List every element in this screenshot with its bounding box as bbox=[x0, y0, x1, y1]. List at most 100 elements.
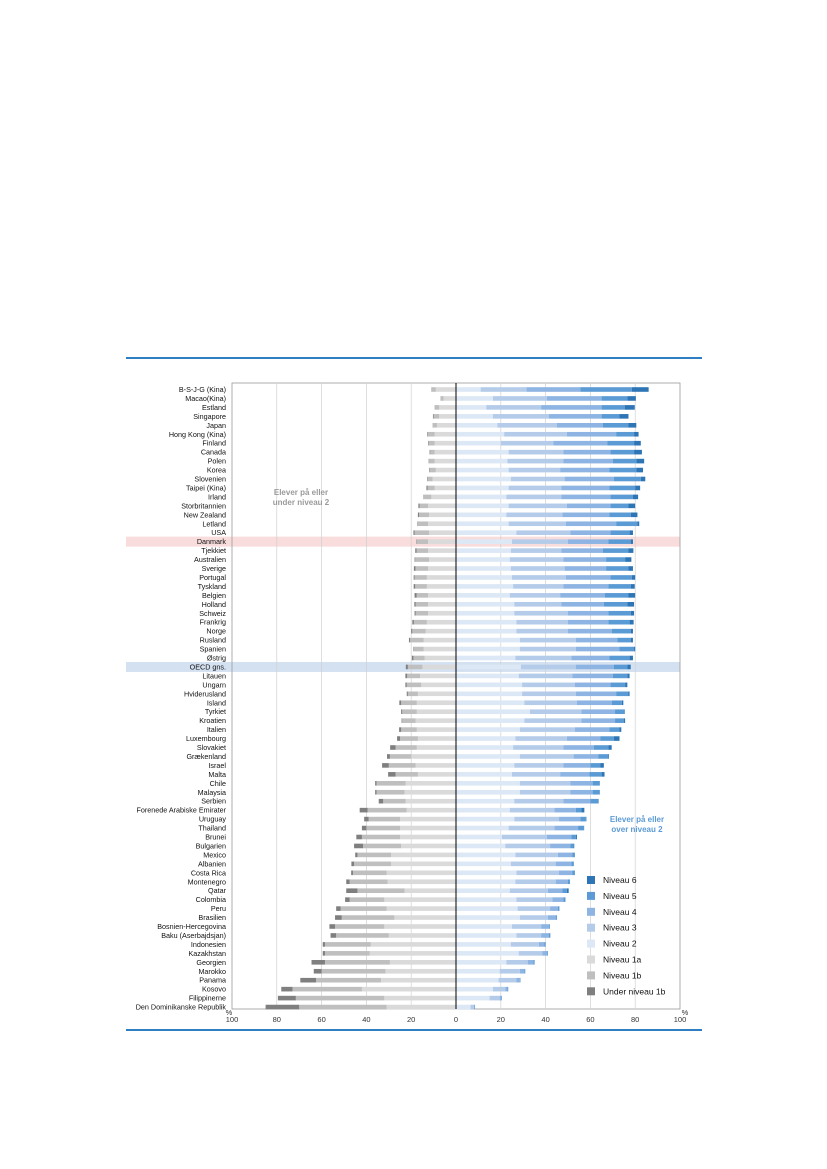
bar-marokko-niveau-1b bbox=[321, 968, 386, 974]
bar-new-zealand-niveau-4 bbox=[562, 512, 610, 518]
bar-new-zealand-niveau-3 bbox=[506, 512, 563, 518]
bar-luxembourg-niveau-1a bbox=[417, 736, 456, 741]
category-label-hong-kong-kina: Hong Kong (Kina) bbox=[169, 430, 226, 439]
legend-swatch-niveau-5 bbox=[587, 891, 595, 900]
bar-singapore-niveau-6 bbox=[619, 414, 629, 419]
bar-italien-niveau-1a bbox=[416, 727, 456, 732]
x-tick-label: 60 bbox=[317, 1015, 325, 1024]
bar-storbritannien-niveau-1b bbox=[419, 503, 428, 509]
bar-usa-niveau-3 bbox=[516, 530, 571, 535]
bar-macao-kina-niveau-1a bbox=[443, 396, 456, 401]
legend-swatch-niveau-1b bbox=[587, 971, 595, 980]
bar-tyrkiet-under-niveau-1b bbox=[401, 709, 403, 714]
bar-bulgarien-niveau-1a bbox=[401, 843, 456, 849]
bar-costa-rica-niveau-1a bbox=[386, 870, 456, 876]
bar-letland-niveau-6 bbox=[637, 521, 640, 527]
bar-hong-kong-kina-niveau-4 bbox=[566, 431, 617, 437]
category-label-b-s-j-g-kina: B-S-J-G (Kina) bbox=[179, 385, 226, 394]
bar-island-niveau-3 bbox=[524, 700, 577, 706]
bar-island-niveau-6 bbox=[621, 700, 624, 706]
bar-polen-niveau-1a bbox=[434, 458, 456, 464]
bar-frankrig-niveau-2 bbox=[456, 619, 517, 625]
bar-storbritannien-niveau-6 bbox=[628, 503, 636, 509]
bar-ostrig-niveau-1b bbox=[413, 655, 425, 661]
bar-hong-kong-kina-niveau-5 bbox=[616, 431, 635, 437]
bar-thailand-niveau-3 bbox=[508, 825, 555, 831]
bar-slovakiet-niveau-3 bbox=[513, 745, 564, 750]
bar-kroatien-niveau-1b bbox=[402, 718, 416, 723]
bar-sverige-niveau-1a bbox=[428, 566, 456, 571]
bar-b-s-j-g-kina-niveau-1b bbox=[431, 387, 436, 392]
bar-graekenland-niveau-4 bbox=[573, 754, 599, 759]
bar-bosnien-hercegovina-niveau-3 bbox=[512, 924, 542, 929]
bar-oecd-gns-niveau-2 bbox=[456, 664, 521, 670]
bar-kosovo-niveau-1a bbox=[361, 986, 456, 992]
bar-litauen-under-niveau-1b bbox=[405, 673, 408, 679]
bar-taipei-kina-niveau-1b bbox=[427, 485, 435, 491]
bar-island-niveau-2 bbox=[456, 700, 525, 706]
bar-finland-niveau-2 bbox=[456, 440, 501, 446]
bar-singapore-niveau-2 bbox=[456, 414, 493, 419]
bar-danmark-niveau-1b bbox=[416, 539, 428, 544]
bar-sverige-niveau-3 bbox=[510, 566, 565, 571]
category-label-italien: Italien bbox=[207, 725, 226, 734]
bar-japan-niveau-6 bbox=[628, 423, 637, 428]
bar-chile-niveau-1a bbox=[405, 781, 456, 786]
bar-baku-aserbajdsjan-niveau-1a bbox=[388, 933, 456, 938]
category-label-portugal: Portugal bbox=[199, 573, 226, 582]
category-label-filippinerne: Filippinerne bbox=[189, 994, 226, 1003]
bar-oecd-gns-under-niveau-1b bbox=[405, 664, 408, 670]
bar-graekenland-niveau-6 bbox=[608, 754, 609, 759]
bar-den-dominikanske-republik-niveau-2 bbox=[456, 1004, 471, 1010]
bar-marokko-niveau-2 bbox=[456, 968, 500, 974]
legend-swatch-niveau-6 bbox=[587, 876, 595, 884]
bar-brunei-niveau-1b bbox=[361, 834, 400, 840]
bar-baku-aserbajdsjan-niveau-3 bbox=[516, 933, 542, 938]
bar-slovenien-niveau-2 bbox=[456, 476, 511, 482]
category-label-korea: Korea bbox=[207, 466, 226, 475]
bar-kroatien-niveau-2 bbox=[456, 718, 525, 723]
bar-uruguay-under-niveau-1b bbox=[364, 816, 369, 822]
bar-filippinerne-under-niveau-1b bbox=[277, 995, 296, 1001]
bar-uruguay-niveau-1b bbox=[368, 816, 400, 822]
bar-sverige-niveau-2 bbox=[456, 566, 511, 571]
bar-brunei-under-niveau-1b bbox=[356, 834, 362, 840]
bar-polen-niveau-6 bbox=[636, 458, 645, 464]
bar-japan-niveau-1b bbox=[432, 423, 437, 428]
bar-frankrig-niveau-6 bbox=[629, 619, 634, 625]
bar-forenede-arabiske-emirater-niveau-1a bbox=[406, 807, 456, 813]
bar-hong-kong-kina-niveau-3 bbox=[504, 431, 567, 437]
bar-bosnien-hercegovina-niveau-2 bbox=[456, 924, 512, 929]
bar-korea-niveau-1b bbox=[430, 467, 436, 473]
bar-colombia-under-niveau-1b bbox=[345, 897, 350, 902]
bar-island-niveau-4 bbox=[576, 700, 612, 706]
x-tick-label: 20 bbox=[407, 1015, 415, 1024]
bar-danmark-niveau-2 bbox=[456, 539, 512, 544]
x-tick-label: 20 bbox=[497, 1015, 505, 1024]
bar-slovakiet-niveau-4 bbox=[563, 745, 594, 750]
bar-oecd-gns-niveau-1a bbox=[422, 664, 456, 670]
bar-norge-niveau-1b bbox=[412, 628, 426, 634]
category-label-montenegro: Montenegro bbox=[188, 877, 226, 886]
bar-brunei-niveau-5 bbox=[571, 834, 576, 840]
bar-serbien-niveau-1a bbox=[405, 798, 456, 804]
bar-malaysia-under-niveau-1b bbox=[375, 789, 377, 795]
bar-indonesien-niveau-1b bbox=[324, 942, 371, 947]
category-label-holland: Holland bbox=[202, 600, 226, 609]
bar-belgien-niveau-1b bbox=[416, 593, 428, 598]
bar-indonesien-niveau-3 bbox=[510, 942, 539, 947]
bar-israel-niveau-6 bbox=[600, 763, 604, 768]
top-rule bbox=[126, 357, 702, 359]
bar-letland-niveau-4 bbox=[565, 521, 617, 527]
bar-brasilien-niveau-1b bbox=[341, 915, 395, 920]
bar-chile-niveau-1b bbox=[376, 781, 406, 786]
x-tick-label: 0 bbox=[454, 1015, 458, 1024]
bar-tyskland-niveau-2 bbox=[456, 584, 514, 589]
bar-japan-niveau-5 bbox=[602, 423, 629, 428]
category-label-slovakiet: Slovakiet bbox=[197, 743, 226, 752]
bar-costa-rica-niveau-3 bbox=[516, 870, 560, 876]
category-label-graekenland: Grækenland bbox=[186, 752, 226, 761]
bar-kroatien-niveau-6 bbox=[624, 718, 626, 723]
bar-panama-niveau-4 bbox=[516, 977, 520, 983]
